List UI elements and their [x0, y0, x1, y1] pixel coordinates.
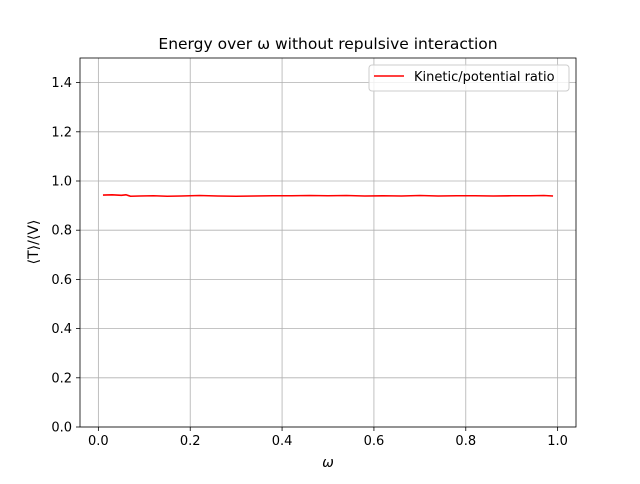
y-tick-label: 0.6: [51, 273, 72, 288]
y-tick-label: 1.0: [51, 175, 72, 190]
y-axis-label: ⟨T⟩/⟨V⟩: [26, 220, 42, 265]
series-line: [102, 193, 554, 198]
chart-title: Energy over ω without repulsive interact…: [158, 35, 497, 53]
x-tick-label: 1.0: [547, 434, 568, 449]
y-tick-label: 0.2: [51, 371, 72, 386]
y-tick-label: 0.4: [51, 322, 72, 337]
y-tick-label: 0.0: [51, 421, 72, 436]
y-tick-label: 1.4: [51, 76, 72, 91]
plot-frame: [79, 57, 577, 428]
legend-label: Kinetic/potential ratio: [414, 70, 555, 85]
y-tick-label: 1.2: [51, 125, 72, 140]
x-tick-label: 0.6: [364, 434, 385, 449]
ticks: 0.0 0.2 0.4 0.6 0.8 1.0 0.0 0.2 0.4 0.6 0.8 1.0 1.2 1…: [51, 76, 568, 449]
x-tick-label: 0.2: [180, 434, 201, 449]
x-axis-label: ω: [322, 455, 334, 471]
x-tick-label: 0.0: [88, 434, 109, 449]
x-tick-label: 0.8: [455, 434, 476, 449]
legend: Kinetic/potential ratio: [368, 64, 570, 92]
y-tick-label: 0.8: [51, 224, 72, 239]
grid: [80, 58, 576, 428]
x-tick-label: 0.4: [272, 434, 293, 449]
legend-box: [368, 64, 570, 92]
series-layer: [102, 193, 554, 198]
